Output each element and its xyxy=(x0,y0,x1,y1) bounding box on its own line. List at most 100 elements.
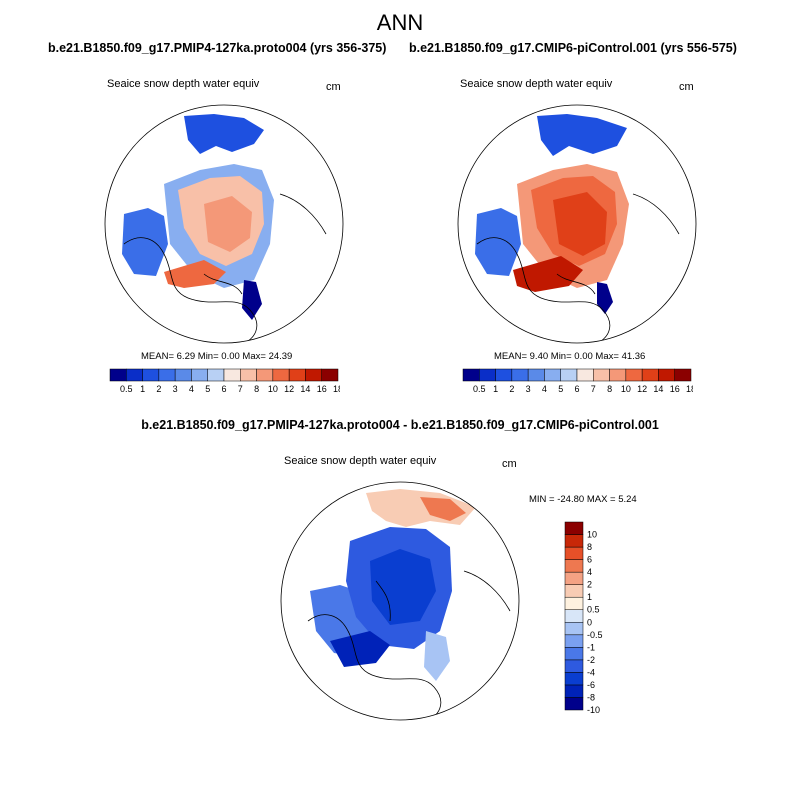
panel1-colorbar-tick-label: 18 xyxy=(333,384,340,394)
panel2-colorbar-box xyxy=(609,368,627,382)
panel1-field-region xyxy=(184,114,264,154)
panel3-colorbar-box xyxy=(564,559,584,573)
panel2-field-region xyxy=(513,256,583,292)
panel2-variable-title: Seaice snow depth water equiv xyxy=(460,78,613,90)
panel1-colorbar-box xyxy=(240,368,257,382)
panel1-colorbar-tick-label: 3 xyxy=(173,384,178,394)
panel3-colorbar-box xyxy=(564,659,584,673)
panel1-colorbar-tick-label: 0.5 xyxy=(120,384,133,394)
panel3-colorbar-tick-label: 8 xyxy=(587,542,592,552)
panel1-max-label: Max= xyxy=(242,351,266,362)
panel3-colorbar-tick-label: 0.5 xyxy=(587,605,600,615)
panel3-colorbar-tick-label: -10 xyxy=(587,705,600,715)
panel2-colorbar-tick-label: 2 xyxy=(509,384,514,394)
panel2-min-value: 0.00 xyxy=(574,351,593,362)
panel2-colorbar-tick-label: 7 xyxy=(591,384,596,394)
panel3-field-region xyxy=(330,631,390,667)
panel2-field-region xyxy=(537,114,627,156)
panel3-colorbar-box xyxy=(564,534,584,548)
panel3-colorbar-box xyxy=(564,609,584,623)
panel1-coastline xyxy=(123,237,258,343)
panel1-colorbar-box xyxy=(174,368,192,382)
panel1-colorbar-box xyxy=(321,368,339,382)
panel1-colorbar-tick-label: 12 xyxy=(284,384,294,394)
panel2-colorbar-tick-label: 16 xyxy=(670,384,680,394)
panel3-colorbar-box xyxy=(564,672,584,686)
panel3-case-title: b.e21.B1850.f09_g17.PMIP4-127ka.proto004… xyxy=(141,418,659,432)
panel2-map xyxy=(457,104,697,344)
panel1-colorbar-box xyxy=(256,368,274,382)
panel1-units: cm xyxy=(326,81,341,93)
panel2-coastline xyxy=(632,193,680,235)
panel2-units: cm xyxy=(679,81,694,93)
panel3-colorbar-box xyxy=(564,647,584,661)
panel1-min-value: 0.00 xyxy=(221,351,240,362)
panel2-stats: MEAN= 9.40 Min= 0.00 Max= 41.36 xyxy=(494,351,645,362)
panel2-coastline xyxy=(556,273,596,295)
panel1-colorbar-tick-label: 2 xyxy=(156,384,161,394)
panel3-field-region xyxy=(370,549,436,625)
panel2-colorbar: 0.512345678101214161820 xyxy=(462,368,693,394)
panel1-mean-value: 6.29 xyxy=(176,351,196,362)
panel2-colorbar-tick-label: 18 xyxy=(686,384,693,394)
panel1-max-value: 24.39 xyxy=(268,351,293,362)
panel1-colorbar-box xyxy=(305,368,322,382)
panel3-colorbar-tick-label: 2 xyxy=(587,580,592,590)
panel3-units: cm xyxy=(502,458,517,470)
panel3-colorbar-tick-label: 4 xyxy=(587,567,592,577)
panel3-colorbar-tick-label: 10 xyxy=(587,530,597,540)
panel2-colorbar-tick-label: 14 xyxy=(653,384,663,394)
panel3-colorbar-tick-label: -1 xyxy=(587,642,595,652)
panel2-coastline xyxy=(476,237,611,343)
panel2-mean-label: MEAN= xyxy=(494,351,527,362)
panel2-field-region xyxy=(553,192,607,256)
panel2-colorbar-tick-label: 4 xyxy=(542,384,547,394)
panel2-colorbar-tick-label: 0.5 xyxy=(473,384,486,394)
panel3-colorbar-box xyxy=(564,521,584,535)
panel3-colorbar-box xyxy=(564,622,584,636)
panel1-colorbar-box xyxy=(142,368,160,382)
panel2-colorbar-box xyxy=(511,368,529,382)
panel3-colorbar-tick-label: -4 xyxy=(587,667,595,677)
panel3-colorbar-box xyxy=(564,584,584,598)
panel1-colorbar-box xyxy=(207,368,225,382)
panel2-colorbar-box xyxy=(560,368,578,382)
panel2-colorbar-box xyxy=(658,368,675,382)
panel3-colorbar-box xyxy=(564,634,584,648)
page-title: ANN xyxy=(376,10,424,35)
panel2-max-label: Max= xyxy=(595,351,619,362)
panel1-coastline xyxy=(279,193,327,235)
panel3-colorbar-tick-label: 1 xyxy=(587,592,592,602)
panel2-colorbar-box xyxy=(576,368,594,382)
panel3-coastline xyxy=(375,580,391,622)
panel1-colorbar-tick-label: 5 xyxy=(205,384,210,394)
panel1-field-region xyxy=(164,260,226,288)
panel3-colorbar-box xyxy=(564,697,584,711)
panel2-colorbar-box xyxy=(593,368,610,382)
panel2-colorbar-tick-label: 3 xyxy=(526,384,531,394)
panel3-colorbar-tick-label: -2 xyxy=(587,655,595,665)
panel1-map xyxy=(104,104,344,344)
panel2-field-region xyxy=(475,208,521,276)
panel1-colorbar-tick-label: 14 xyxy=(300,384,310,394)
panel1-colorbar-tick-label: 10 xyxy=(268,384,278,394)
panel3-coastline xyxy=(463,570,511,612)
panel1-colorbar-box xyxy=(158,368,176,382)
panel2-field-region xyxy=(597,282,613,314)
panel3-variable-title: Seaice snow depth water equiv xyxy=(284,455,437,467)
panel2-colorbar-box xyxy=(641,368,659,382)
panel2-colorbar-tick-label: 8 xyxy=(607,384,612,394)
panel2-colorbar-box xyxy=(527,368,545,382)
panel2-max-value: 41.36 xyxy=(621,351,646,362)
panel1-colorbar: 0.512345678101214161820 xyxy=(109,368,340,394)
panel2-colorbar-box xyxy=(479,368,496,382)
panel1-coastline xyxy=(203,273,243,295)
panel2-colorbar-tick-label: 1 xyxy=(493,384,498,394)
panel1-field-region xyxy=(122,208,168,276)
panel3-colorbar-box xyxy=(564,596,584,610)
panel1-colorbar-tick-label: 6 xyxy=(221,384,226,394)
panel1-colorbar-tick-label: 8 xyxy=(254,384,259,394)
panel2-colorbar-box xyxy=(625,368,643,382)
panel3-field-region xyxy=(420,497,466,521)
panel3-map-border xyxy=(280,481,520,721)
